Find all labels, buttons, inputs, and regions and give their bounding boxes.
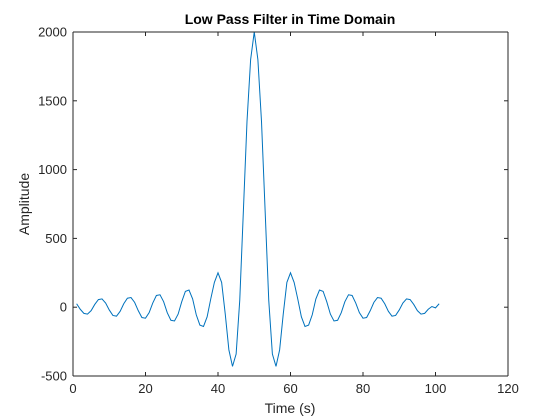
x-tick-label: 0 xyxy=(69,381,76,396)
y-tick-label: 1000 xyxy=(38,162,67,177)
x-tick-label: 80 xyxy=(356,381,370,396)
x-tick-label: 40 xyxy=(211,381,225,396)
y-tick-label: 500 xyxy=(45,231,67,246)
y-tick-label: 2000 xyxy=(38,25,67,40)
chart-title: Low Pass Filter in Time Domain xyxy=(185,11,396,27)
series-line-1 xyxy=(76,31,440,367)
y-axis-ticks: -500 0 500 1000 1500 2000 xyxy=(38,25,508,384)
series-layer xyxy=(76,31,440,367)
x-tick-label: 100 xyxy=(425,381,447,396)
x-tick-label: 20 xyxy=(138,381,152,396)
y-tick-label: 0 xyxy=(60,300,67,315)
x-tick-label: 120 xyxy=(497,381,519,396)
plot-area xyxy=(73,32,508,376)
x-tick-label: 60 xyxy=(283,381,297,396)
y-tick-label: -500 xyxy=(41,369,67,384)
y-tick-label: 1500 xyxy=(38,93,67,108)
x-axis-label: Time (s) xyxy=(265,400,316,416)
x-axis-ticks: 0 20 40 60 80 100 120 xyxy=(69,32,519,396)
y-axis-label: Amplitude xyxy=(16,173,32,235)
